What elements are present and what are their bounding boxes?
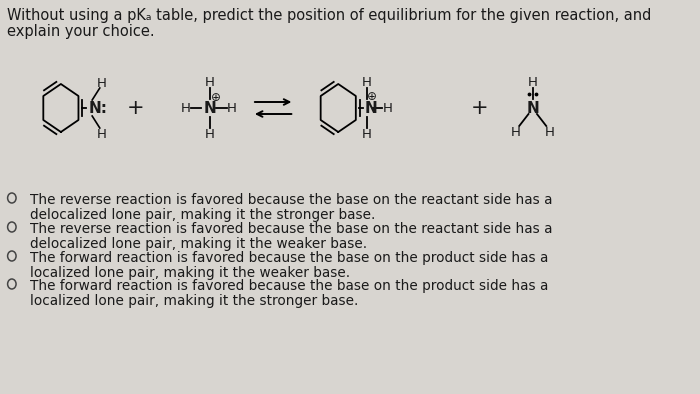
Text: H: H: [362, 76, 372, 89]
Text: +: +: [470, 98, 489, 118]
Text: H: H: [227, 102, 237, 115]
Text: H: H: [511, 126, 521, 139]
Text: localized lone pair, making it the stronger base.: localized lone pair, making it the stron…: [30, 294, 359, 307]
Text: localized lone pair, making it the weaker base.: localized lone pair, making it the weake…: [30, 266, 351, 279]
Text: ⊕: ⊕: [367, 89, 377, 102]
Text: H: H: [528, 76, 538, 89]
Text: N: N: [203, 100, 216, 115]
Text: N: N: [365, 100, 377, 115]
Text: H: H: [362, 128, 372, 141]
Text: The forward reaction is favored because the base on the product side has a: The forward reaction is favored because …: [30, 251, 549, 265]
Text: H: H: [205, 128, 215, 141]
Text: H: H: [97, 76, 106, 89]
Text: delocalized lone pair, making it the stronger base.: delocalized lone pair, making it the str…: [30, 208, 376, 221]
Text: N:: N:: [89, 100, 108, 115]
Text: H: H: [181, 102, 191, 115]
Text: The reverse reaction is favored because the base on the reactant side has a: The reverse reaction is favored because …: [30, 193, 553, 207]
Text: H: H: [545, 126, 554, 139]
Text: H: H: [97, 128, 106, 141]
Text: H: H: [205, 76, 215, 89]
Text: delocalized lone pair, making it the weaker base.: delocalized lone pair, making it the wea…: [30, 236, 368, 251]
Text: explain your choice.: explain your choice.: [7, 24, 155, 39]
Text: N: N: [526, 100, 539, 115]
Text: +: +: [127, 98, 144, 118]
Text: The reverse reaction is favored because the base on the reactant side has a: The reverse reaction is favored because …: [30, 222, 553, 236]
Text: H: H: [382, 102, 392, 115]
Text: ⊕: ⊕: [211, 91, 220, 104]
Text: Without using a pKₐ table, predict the position of equilibrium for the given rea: Without using a pKₐ table, predict the p…: [7, 8, 651, 23]
Text: The forward reaction is favored because the base on the product side has a: The forward reaction is favored because …: [30, 279, 549, 293]
